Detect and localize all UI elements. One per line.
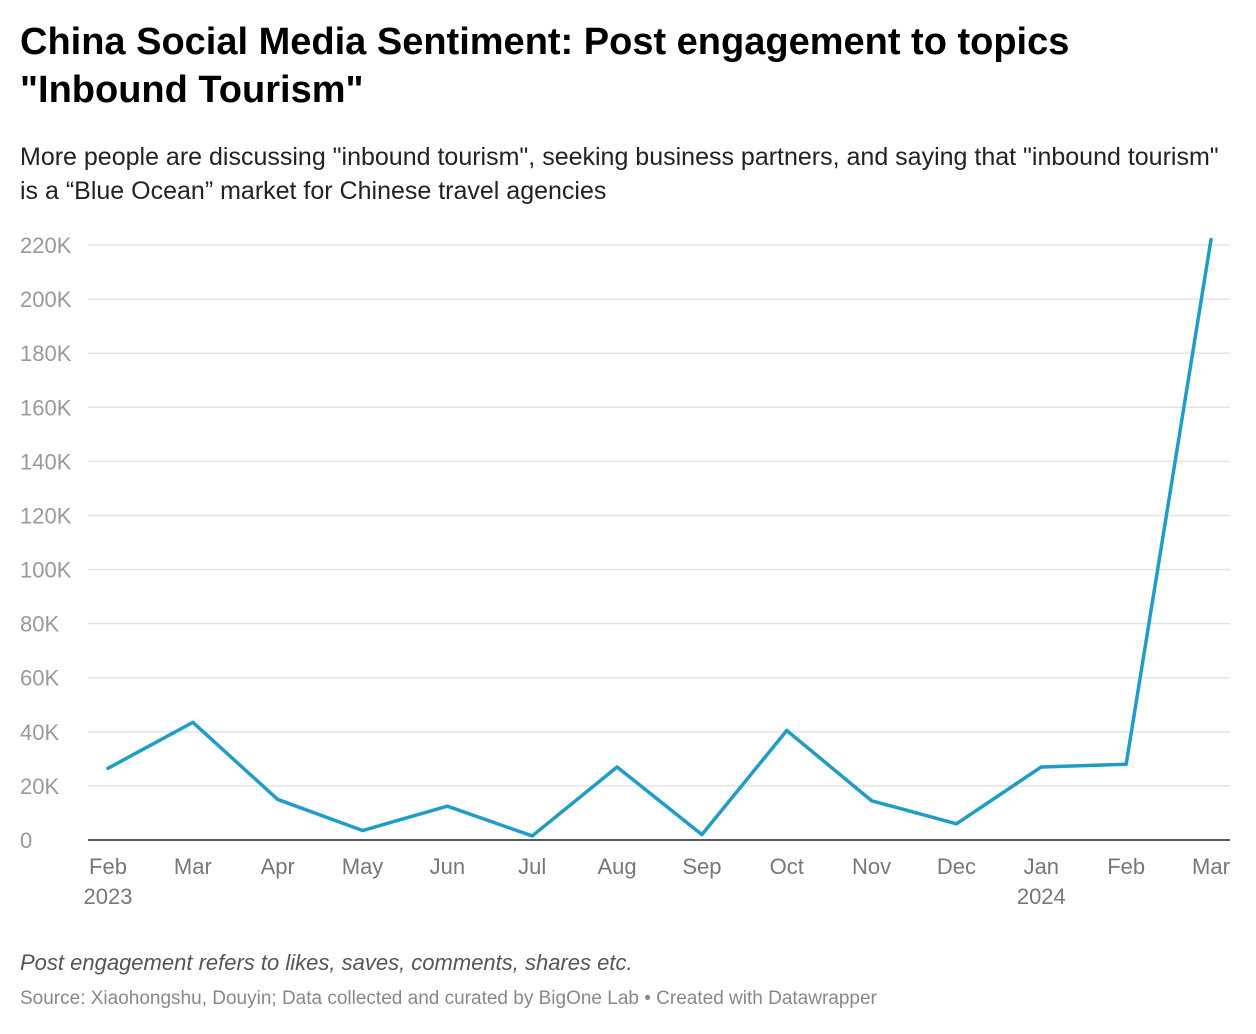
x-tick-label: Jan [1024,854,1059,879]
y-tick-label: 60K [20,666,59,691]
x-axis: Feb 2023 Mar Apr May Jun Jul Aug Sep Oct Nov Dec Jan… [84,854,1230,909]
y-tick-label: 40K [20,720,59,745]
data-point [276,797,280,802]
chart-subtitle: More people are discussing "inbound tour… [20,143,1219,205]
data-point [360,828,365,833]
data-point [445,804,449,808]
y-axis: 0 20K 40K 60K 80K 100K 120K 140K 160K 180K 200K 220… [20,233,72,853]
y-tick-label: 140K [20,449,72,474]
data-point [615,765,619,769]
x-tick-label: Jun [430,854,465,879]
y-tick-label: 120K [20,503,72,528]
y-tick-label: 220K [20,233,72,258]
y-tick-label: 100K [20,558,72,583]
x-tick-label: Feb [89,854,127,879]
chart-source: Source: Xiaohongshu, Douyin; Data collec… [20,988,877,1009]
grid-layer [88,244,1230,841]
x-tick-label: Mar [1192,854,1230,879]
x-tick-label: Mar [174,854,212,879]
x-tick-label: Jul [518,854,546,879]
data-point [1209,237,1213,242]
chart-note: Post engagement refers to likes, saves, … [20,950,633,975]
data-point [700,832,704,837]
x-tick-label: Sep [682,854,721,879]
series-layer [106,237,1213,838]
x-tick-label: Feb [1107,854,1145,879]
data-point [106,766,110,770]
x-tick-label: Apr [261,854,295,879]
series-line [106,237,1213,838]
data-point [530,834,534,838]
y-tick-label: 80K [20,612,59,637]
y-tick-label: 180K [20,341,72,366]
x-year-label: 2023 [84,884,133,909]
x-tick-label: Oct [770,854,804,879]
data-point [1039,765,1043,769]
x-tick-label: May [342,854,384,879]
data-point [870,799,874,803]
y-tick-label: 20K [20,774,59,799]
chart-title: China Social Media Sentiment: Post engag… [20,21,1070,111]
data-point [785,728,789,733]
line-chart: 0 20K 40K 60K 80K 100K 120K 140K 160K 180K 200K 220… [20,233,1230,909]
x-tick-label: Aug [597,854,636,879]
y-tick-label: 160K [20,395,72,420]
data-point [191,720,195,724]
x-year-label: 2024 [1017,884,1066,909]
y-tick-label: 0 [20,828,32,853]
x-tick-label: Nov [852,854,891,879]
data-point [954,822,959,826]
data-point [1124,762,1128,766]
x-tick-label: Dec [937,854,976,879]
y-tick-label: 200K [20,287,72,312]
